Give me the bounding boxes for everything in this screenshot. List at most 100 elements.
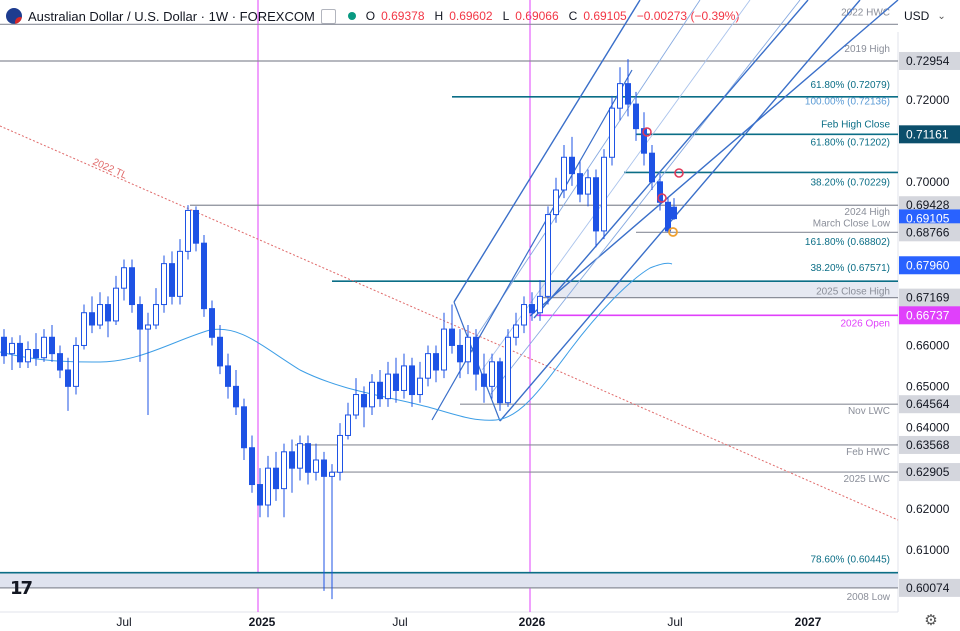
level-label: 38.20% (0.67571) — [810, 263, 890, 274]
candle-body — [385, 373, 391, 400]
pitchfork-inner-line — [489, 0, 801, 396]
candle-body — [57, 353, 63, 371]
candle-body — [577, 173, 583, 195]
candle-body — [665, 201, 671, 232]
candle-body — [649, 152, 655, 183]
open-label: O — [365, 9, 376, 23]
pitchfork-median — [499, 0, 861, 422]
price-tag — [899, 125, 960, 144]
level-label: 2019 High — [844, 44, 890, 55]
x-tick-label: Jul — [116, 615, 131, 629]
candle-body — [569, 156, 575, 175]
candle-body — [409, 365, 415, 396]
candle-body — [233, 385, 239, 408]
price-tag-label: 0.71161 — [906, 127, 949, 141]
low-label: L — [502, 9, 510, 23]
candle-body — [545, 214, 551, 297]
y-tick-label: 0.72000 — [906, 93, 950, 107]
chevron-down-icon: ⌄ — [937, 10, 946, 22]
price-tag-label: 0.69428 — [906, 198, 950, 212]
price-tag-label: 0.60074 — [906, 581, 950, 595]
currency-selector[interactable]: USD ⌄ — [898, 0, 960, 32]
price-tag-label: 0.66737 — [906, 308, 950, 322]
price-tag — [899, 463, 960, 482]
level-label: 2024 High — [844, 207, 890, 218]
level-label: March Close Low — [813, 218, 891, 229]
candle-body — [457, 344, 463, 363]
x-tick-label: 2027 — [795, 615, 822, 629]
candle-body — [265, 467, 271, 506]
candle-body — [433, 353, 439, 371]
price-tag-label: 0.72954 — [906, 54, 950, 68]
gear-icon[interactable]: ⚙ — [924, 612, 938, 629]
high-label: H — [434, 9, 444, 23]
price-tag-label: 0.62905 — [906, 465, 950, 479]
candle-body — [217, 336, 223, 367]
candle-body — [465, 336, 471, 363]
candle-body — [73, 344, 79, 387]
candle-body — [241, 406, 247, 449]
marker-circle — [642, 127, 652, 137]
marker-circle — [657, 193, 667, 203]
candle-body — [105, 304, 111, 322]
candle-body — [257, 484, 263, 506]
candle-body — [153, 304, 159, 326]
level-label: 161.80% (0.68802) — [805, 237, 890, 248]
x-tick-label: Jul — [667, 615, 682, 629]
candle-body — [273, 467, 279, 490]
moving-average-line — [0, 262, 673, 421]
price-tag-label: 0.68766 — [906, 225, 950, 239]
price-tag-label: 0.63568 — [906, 438, 950, 452]
change-value: −0.00273 (−0.39%) — [636, 9, 740, 23]
candle-body — [537, 295, 543, 314]
marker-circle — [668, 227, 678, 237]
candle-body — [297, 443, 303, 469]
candle-body — [313, 459, 319, 473]
price-tag — [899, 578, 960, 597]
candle-body — [625, 83, 631, 105]
marker-circle — [674, 168, 684, 178]
candle-body — [137, 304, 143, 330]
candle-body — [321, 459, 327, 477]
close-label: C — [568, 9, 578, 23]
symbol-title[interactable]: Australian Dollar / U.S. Dollar · 1W · F… — [28, 8, 315, 24]
candle-body — [497, 361, 503, 404]
level-label: 2025 Close High — [816, 287, 890, 298]
candle-body — [65, 369, 71, 387]
candle-body — [505, 336, 511, 404]
candle-body — [185, 209, 191, 252]
candle-body — [377, 381, 383, 400]
high-value: 0.69602 — [449, 9, 493, 23]
level-label: Nov LWC — [848, 406, 890, 417]
level-label: 78.60% (0.60445) — [810, 555, 890, 566]
candle-body — [177, 250, 183, 297]
compare-icon[interactable] — [320, 8, 336, 24]
candle-body — [345, 414, 351, 436]
candle-body — [89, 312, 95, 326]
level-label: 100.00% (0.72136) — [805, 96, 890, 107]
level-label: 2008 Low — [847, 592, 891, 603]
candle-body — [129, 267, 135, 306]
candle-body — [441, 328, 447, 371]
x-tick-label: 2026 — [519, 615, 546, 629]
level-label: 61.80% (0.72079) — [810, 80, 890, 91]
level-label: Feb HWC — [846, 447, 890, 458]
candle-body — [481, 373, 487, 387]
candle-body — [329, 471, 335, 477]
candle-body — [289, 451, 295, 469]
chart-header: Australian Dollar / U.S. Dollar · 1W · F… — [0, 0, 898, 32]
candle-body — [425, 353, 431, 379]
price-tag — [899, 288, 960, 307]
price-tag — [899, 395, 960, 414]
candle-body — [169, 263, 175, 297]
candle-body — [561, 156, 567, 191]
y-tick-label: 0.65000 — [906, 379, 950, 393]
level-label: 2026 Open — [841, 318, 891, 329]
candle-body — [121, 267, 127, 289]
candle-body — [9, 342, 15, 355]
price-tag — [899, 223, 960, 242]
resistance-zone-band — [540, 281, 898, 298]
candle-body — [369, 381, 375, 408]
candle-body — [671, 206, 677, 220]
